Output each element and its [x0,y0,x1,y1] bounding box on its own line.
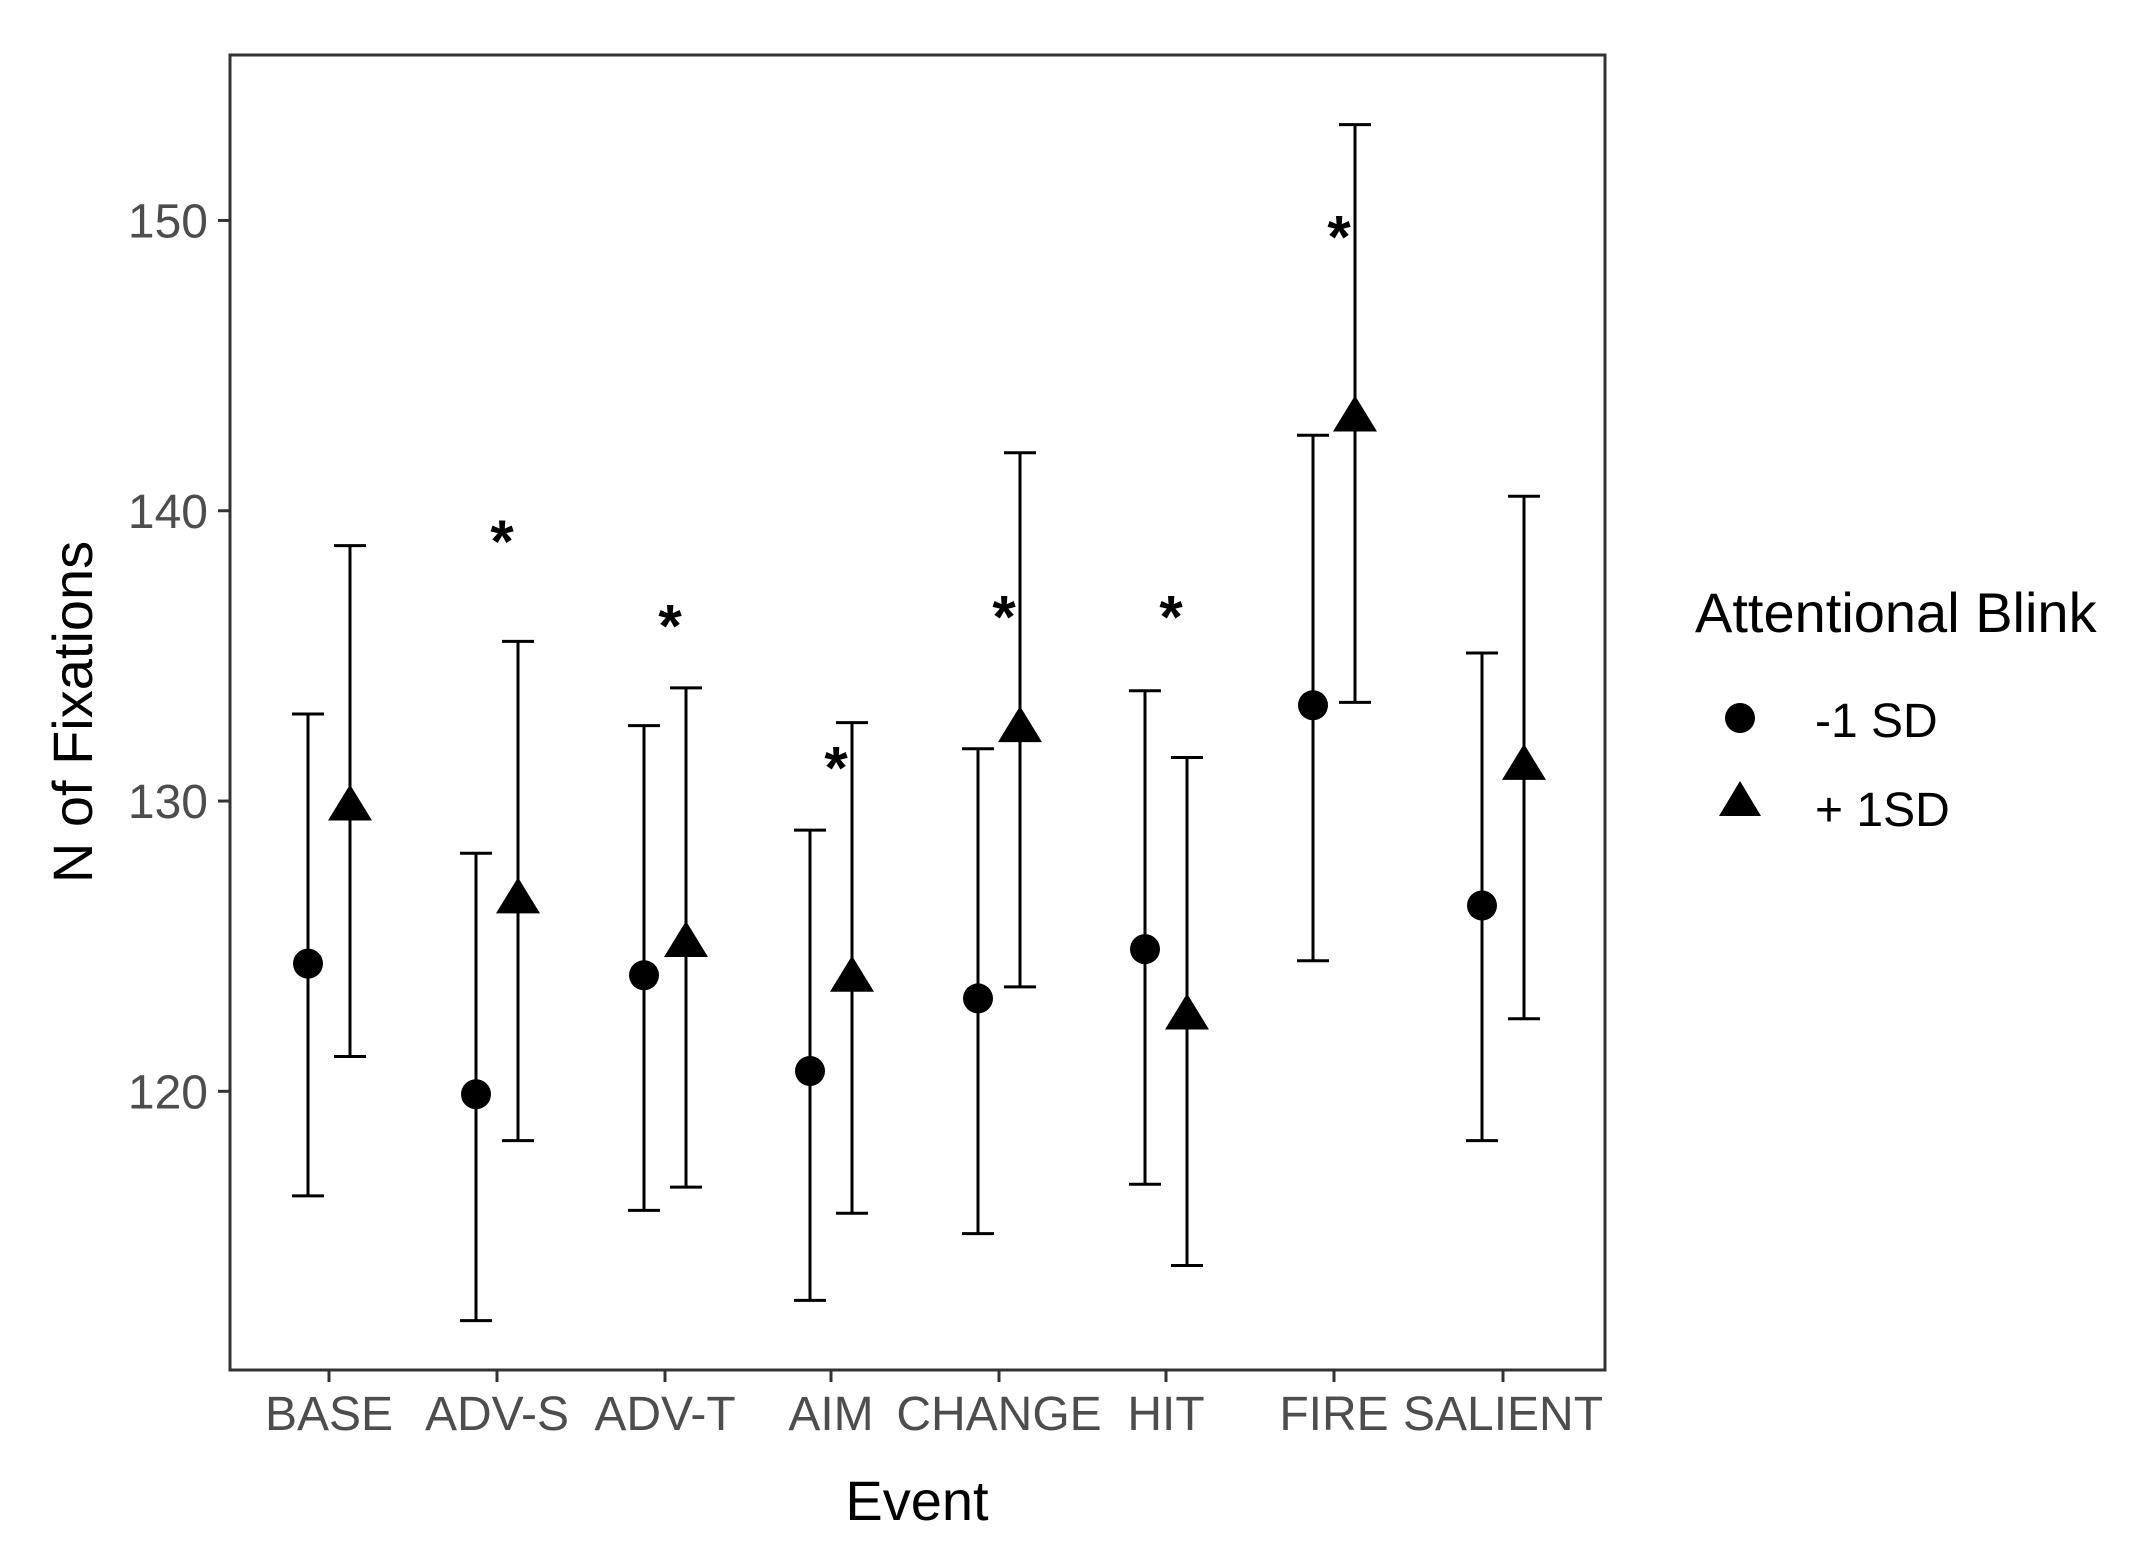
x-tick-label: ADV-S [425,1388,569,1441]
significance-star: * [824,735,848,802]
data-point-triangle [496,877,540,914]
significance-annotations: * * * * * * [490,203,1351,801]
x-tick-label: CHANGE [896,1388,1101,1441]
x-axis: BASE ADV-S ADV-T AIM CHANGE HIT FIRE SALIENT [265,1370,1603,1441]
significance-star: * [992,584,1016,651]
x-tick-label: FIRE [1279,1388,1388,1441]
plot-panel [228,53,1607,1372]
data-point-triangle [328,784,372,821]
y-tick-label: 150 [128,195,208,248]
data-point-triangle [830,955,874,992]
legend-key-triangle [1719,781,1761,816]
y-axis-title: N of Fixations [41,541,104,883]
x-tick-label: ADV-T [594,1388,735,1441]
data-point-triangle [1165,993,1209,1030]
data-point-triangle [1333,395,1377,432]
significance-star: * [658,592,682,659]
x-tick-label: HIT [1127,1388,1204,1441]
x-tick-label: SALIENT [1403,1388,1603,1441]
data-point-circle [461,1079,491,1110]
legend: Attentional Blink -1 SD + 1SD [1695,581,2098,837]
y-tick-label: 140 [128,486,208,539]
data-point-triangle [998,706,1042,743]
data-point-circle [795,1056,825,1087]
significance-star: * [490,508,514,575]
data-point-triangle [664,920,708,957]
y-axis: 120 130 140 150 [128,195,230,1119]
legend-label-plus-1sd: + 1SD [1815,784,1950,837]
data-point-circle [1467,890,1497,921]
data-point-circle [1298,690,1328,721]
data-point-circle [629,960,659,991]
x-axis-title: Event [845,1469,989,1532]
data-point-triangle [1502,743,1546,780]
legend-key-circle [1725,703,1755,733]
data-point-circle [293,948,323,979]
y-tick-label: 120 [128,1066,208,1119]
x-tick-label: AIM [788,1388,873,1441]
y-tick-label: 130 [128,776,208,829]
data-point-circle [1130,934,1160,965]
legend-label-minus-1sd: -1 SD [1815,695,1938,748]
significance-star: * [1327,203,1351,270]
data-point-circle [963,983,993,1014]
x-tick-label: BASE [265,1388,393,1441]
legend-title: Attentional Blink [1695,581,2098,644]
significance-star: * [1159,584,1183,651]
data-markers [293,395,1546,1110]
